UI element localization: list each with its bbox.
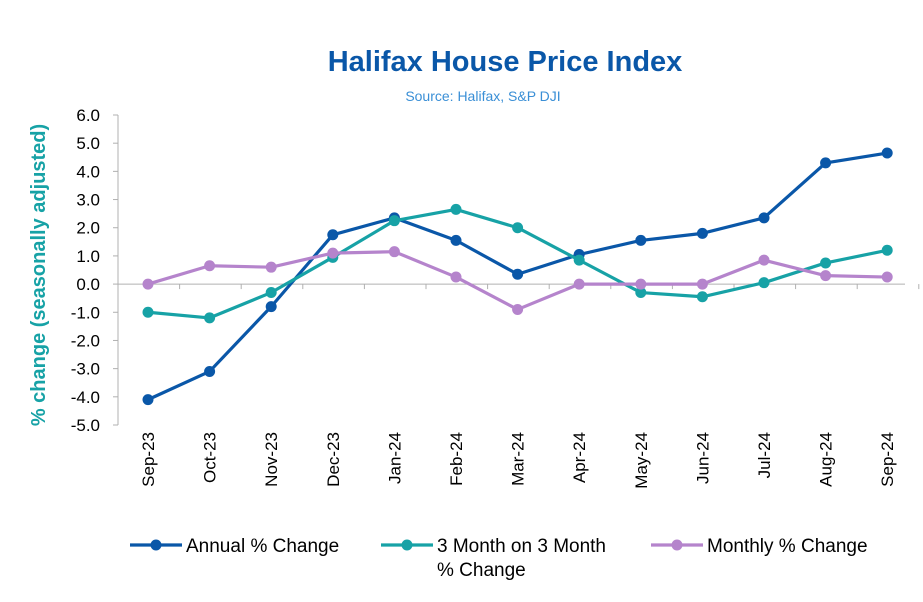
data-point [265,301,277,313]
legend-item: 3 Month on 3 Month % Change [381,536,606,581]
legend-item: Monthly % Change [651,536,868,557]
x-tick-label: Mar-24 [509,432,528,486]
y-tick-label: -1.0 [71,303,100,322]
series-2 [142,203,893,324]
data-point [881,244,893,256]
data-point [573,278,585,290]
x-tick-label: Dec-23 [324,432,343,487]
data-point [265,261,277,273]
data-point [881,271,893,283]
data-point [696,291,708,303]
data-point [142,394,154,406]
data-point [820,257,832,269]
data-point [388,215,400,227]
data-point [820,270,832,282]
y-tick-label: 3.0 [76,191,100,210]
data-point [573,254,585,266]
y-tick-label: 5.0 [76,134,100,153]
y-tick-label: -3.0 [71,360,100,379]
y-tick-label: 2.0 [76,219,100,238]
chart-subtitle: Source: Halifax, S&P DJI [405,88,560,104]
data-point [758,212,770,224]
data-point [450,203,462,215]
data-point [512,222,524,234]
x-tick-label: Sep-23 [139,432,158,487]
x-tick-label: Nov-23 [262,432,281,487]
data-point [450,271,462,283]
axes: 6.0 5.0 4.0 3.0 2.0 1.0 0.0 -1.0 -2.0 -3.0 -4.0 -5.… [71,106,920,489]
legend-swatch-marker [401,539,413,551]
data-point [635,278,647,290]
legend-label: % Change [437,560,526,581]
x-tick-label: May-24 [632,432,651,489]
y-tick-label: 0.0 [76,275,100,294]
x-tick-label: Apr-24 [570,432,589,483]
x-tick-label: Jan-24 [385,432,404,484]
data-point [388,246,400,258]
chart-title: Halifax House Price Index [328,46,683,78]
data-point [696,278,708,290]
data-point [265,287,277,299]
data-point [204,260,216,272]
legend-swatch-marker [150,539,162,551]
data-point [758,254,770,266]
y-axis-label: % change (seasonally adjusted) [28,124,50,426]
data-point [635,287,647,299]
legend: Annual % Change 3 Month on 3 Month % Chang… [130,536,868,581]
data-point [881,147,893,159]
series-3 [142,246,893,315]
x-tick-label: Jun-24 [693,432,712,484]
y-tick-label: 1.0 [76,247,100,266]
legend-swatch-marker [671,539,683,551]
data-point [512,303,524,315]
y-tick-label: -2.0 [71,331,100,350]
x-tick-label: Jul-24 [755,432,774,478]
data-point [204,312,216,324]
legend-label: 3 Month on 3 Month [437,536,606,557]
data-point [142,306,154,318]
x-tick-label: Oct-23 [201,432,220,483]
data-point [635,234,647,246]
legend-label: Monthly % Change [707,536,868,557]
data-point [327,247,339,259]
data-point [204,365,216,377]
y-tick-label: 6.0 [76,106,100,125]
data-point [450,234,462,246]
y-tick-label: -5.0 [71,416,100,435]
x-tick-label: Aug-24 [817,432,836,487]
series-line [147,250,888,312]
data-point [758,277,770,289]
data-point [142,278,154,290]
data-point [820,157,832,169]
x-tick-label: Sep-24 [878,432,897,487]
data-point [327,229,339,241]
y-tick-label: -4.0 [71,388,100,407]
series-layer [142,147,893,406]
data-point [512,268,524,280]
y-tick-label: 4.0 [76,162,100,181]
x-tick-label: Feb-24 [447,432,466,486]
data-point [696,227,708,239]
legend-item: Annual % Change [130,536,339,557]
legend-label: Annual % Change [186,536,339,557]
